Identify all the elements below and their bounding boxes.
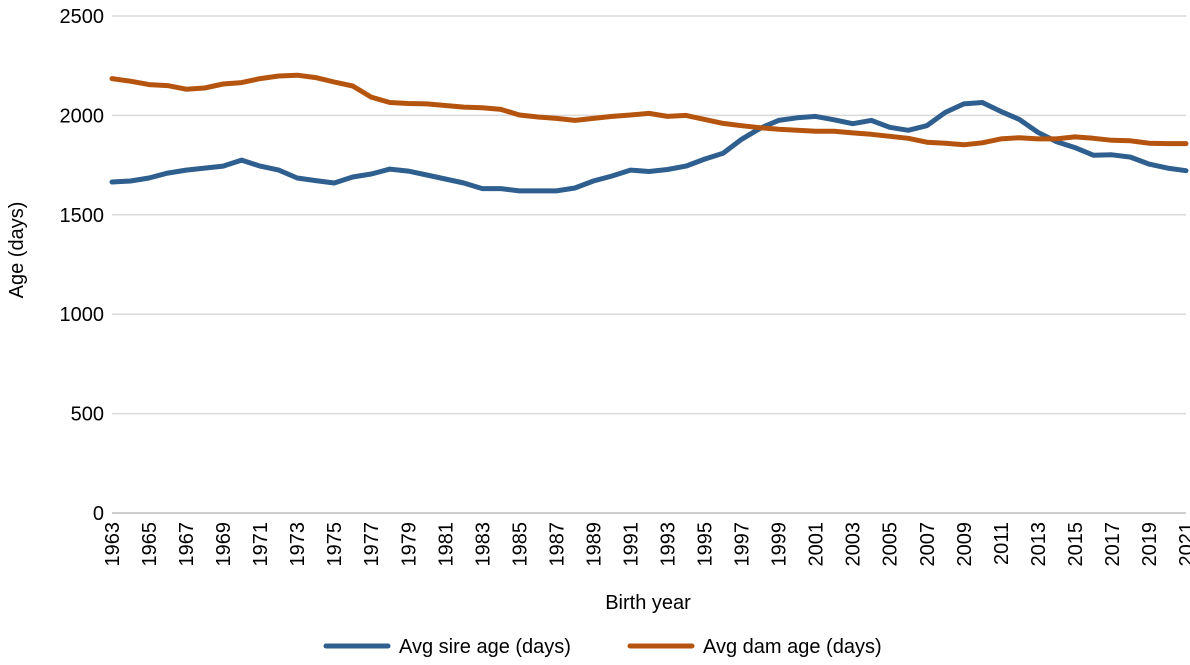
x-tick-label: 2019 bbox=[1139, 522, 1161, 567]
x-tick-label: 1985 bbox=[509, 522, 531, 567]
x-tick-label: 2007 bbox=[917, 522, 939, 567]
x-tick-label: 2021 bbox=[1176, 522, 1190, 567]
x-axis-title: Birth year bbox=[605, 592, 691, 614]
series-line-dam bbox=[109, 72, 1189, 148]
x-tick-label: 2011 bbox=[991, 522, 1013, 565]
y-axis-title: Age (days) bbox=[6, 202, 28, 299]
x-tick-label: 2003 bbox=[843, 522, 865, 567]
x-tick-label: 1997 bbox=[732, 522, 754, 567]
gridlines bbox=[112, 15, 1186, 514]
y-tick-label: 2000 bbox=[60, 105, 105, 127]
x-tick-label: 2015 bbox=[1065, 522, 1087, 567]
legend: Avg sire age (days) Avg dam age (days) bbox=[323, 636, 882, 658]
x-tick-label: 2013 bbox=[1028, 522, 1050, 567]
x-tick-label: 2009 bbox=[954, 522, 976, 567]
x-tick-label: 1969 bbox=[213, 522, 235, 567]
x-tick-label: 1999 bbox=[769, 522, 791, 567]
y-tick-label: 2500 bbox=[60, 6, 105, 28]
y-tick-label: 0 bbox=[93, 503, 104, 525]
x-tick-label: 2005 bbox=[880, 522, 902, 567]
x-tick-label: 1973 bbox=[287, 522, 309, 567]
x-tick-label: 1995 bbox=[695, 522, 717, 567]
x-tick-label: 1981 bbox=[435, 522, 457, 567]
y-tick-label: 1000 bbox=[60, 304, 105, 326]
series-lines bbox=[109, 72, 1189, 194]
x-tick-label: 2017 bbox=[1102, 522, 1124, 567]
x-tick-label: 1965 bbox=[139, 522, 161, 567]
x-tick-label: 1983 bbox=[472, 522, 494, 567]
x-tick-label: 1979 bbox=[398, 522, 420, 567]
y-axis-ticks: 0 500 1000 1500 2000 2500 bbox=[60, 6, 105, 525]
y-tick-label: 1500 bbox=[60, 205, 105, 227]
x-tick-label: 1963 bbox=[102, 522, 124, 567]
x-tick-label: 1991 bbox=[620, 522, 642, 567]
x-tick-label: 1993 bbox=[658, 522, 680, 567]
x-tick-label: 2001 bbox=[806, 522, 828, 567]
y-tick-label: 500 bbox=[71, 404, 104, 426]
x-tick-label: 1967 bbox=[176, 522, 198, 567]
legend-label-sire: Avg sire age (days) bbox=[399, 636, 571, 658]
x-tick-label: 1971 bbox=[250, 522, 272, 567]
x-tick-label: 1987 bbox=[546, 522, 568, 567]
x-tick-label: 1975 bbox=[324, 522, 346, 567]
x-axis-ticks: 1963 1965 1967 1969 1971 1973 1975 1977 1979 1981… bbox=[102, 522, 1190, 567]
series-line-sire bbox=[109, 100, 1189, 194]
x-tick-label: 1977 bbox=[361, 522, 383, 567]
legend-label-dam: Avg dam age (days) bbox=[703, 636, 882, 658]
x-tick-label: 1989 bbox=[583, 522, 605, 567]
